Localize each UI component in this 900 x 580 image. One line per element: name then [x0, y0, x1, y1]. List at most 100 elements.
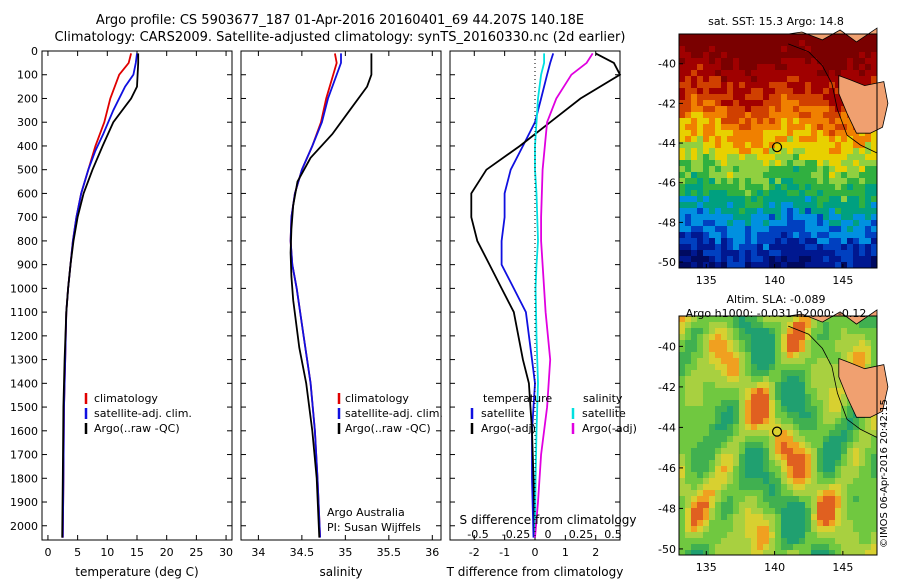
map1-cell [775, 412, 782, 419]
map1-cell [859, 526, 866, 533]
map1-cell [733, 400, 740, 407]
map0-cell [751, 46, 758, 53]
map0-cell [793, 250, 800, 257]
map1-cell [757, 514, 764, 521]
map1-cell [835, 532, 842, 539]
map1-cell [751, 424, 758, 431]
map0-cell [679, 250, 686, 257]
map0-cell [859, 178, 866, 185]
map1-cell [715, 502, 722, 509]
map0-cell [733, 208, 740, 215]
map0-cell [781, 190, 788, 197]
map0-cell [733, 88, 740, 95]
map0-cell [775, 208, 782, 215]
map0-cell [757, 82, 764, 89]
map0-cell [853, 178, 860, 185]
map1-cell [733, 346, 740, 353]
map1-cell [703, 526, 710, 533]
map0-cell [835, 184, 842, 191]
map0-cell [703, 70, 710, 77]
map1-cell [739, 442, 746, 449]
map1-cell [733, 454, 740, 461]
map1-cell [835, 460, 842, 467]
map0-cell [793, 184, 800, 191]
map1-cell [769, 370, 776, 377]
map0-cell [775, 160, 782, 167]
map1-cell [745, 400, 752, 407]
map1-cell [727, 370, 734, 377]
map0-cell [775, 214, 782, 221]
map1-cell [847, 412, 854, 419]
map0-cell [763, 142, 770, 149]
map0-cell [715, 244, 722, 251]
map1-cell [817, 352, 824, 359]
map1-cell [709, 340, 716, 347]
map1-cell [757, 316, 764, 323]
map1-cell [721, 436, 728, 443]
map0-cell [721, 76, 728, 83]
map0-cell [805, 178, 812, 185]
map0-cell [751, 52, 758, 59]
map0-cell [865, 178, 872, 185]
map0-cell [733, 232, 740, 239]
map1-cell [829, 316, 836, 323]
map1-cell [787, 334, 794, 341]
map0-cell [691, 100, 698, 107]
map0-cell [751, 160, 758, 167]
map0-cell [697, 64, 704, 71]
map0-cell [697, 208, 704, 215]
map0-cell [745, 130, 752, 137]
map1-cell [769, 496, 776, 503]
map0-cell [805, 130, 812, 137]
map1-cell [685, 334, 692, 341]
map0-cell [787, 64, 794, 71]
map1-cell [817, 466, 824, 473]
map1-cell [691, 514, 698, 521]
map1-cell [769, 346, 776, 353]
map0-cell [859, 190, 866, 197]
map0-cell [715, 34, 722, 41]
map0-cell [739, 136, 746, 143]
map0-cell [709, 154, 716, 161]
map1-cell [835, 334, 842, 341]
map0-cell [745, 190, 752, 197]
panel1-xtick-label: 35.5 [377, 546, 402, 559]
map0-cell [727, 250, 734, 257]
map1-cell [715, 370, 722, 377]
map1-cell [823, 502, 830, 509]
map0-cell [721, 124, 728, 131]
map1-cell [841, 394, 848, 401]
map0-cell [811, 232, 818, 239]
map0-cell [835, 244, 842, 251]
map0-cell [811, 46, 818, 53]
map0-cell [745, 100, 752, 107]
map0-cell [709, 220, 716, 227]
map0-cell [799, 220, 806, 227]
map1-cell [859, 436, 866, 443]
map0-cell [787, 130, 794, 137]
map0-cell [739, 232, 746, 239]
map1-cell [847, 544, 854, 551]
map0-cell [685, 142, 692, 149]
map0-cell [691, 160, 698, 167]
map0-cell [709, 82, 716, 89]
map1-cell [757, 370, 764, 377]
map1-cell [703, 490, 710, 497]
map1-cell [781, 370, 788, 377]
map0-cell [871, 208, 877, 215]
map0-cell [829, 250, 836, 257]
map0-cell [811, 112, 818, 119]
map0-cell [757, 70, 764, 77]
map0-cell [841, 178, 848, 185]
map1-cell [847, 454, 854, 461]
map1-cell [697, 394, 704, 401]
map1-cell [709, 358, 716, 365]
map0-cell [829, 118, 836, 125]
map1-cell [697, 484, 704, 491]
map0-cell [703, 238, 710, 245]
map1-cell [733, 322, 740, 329]
map0-cell [841, 184, 848, 191]
map0-cell [787, 46, 794, 53]
map0-cell [787, 106, 794, 113]
map1-cell [769, 490, 776, 497]
